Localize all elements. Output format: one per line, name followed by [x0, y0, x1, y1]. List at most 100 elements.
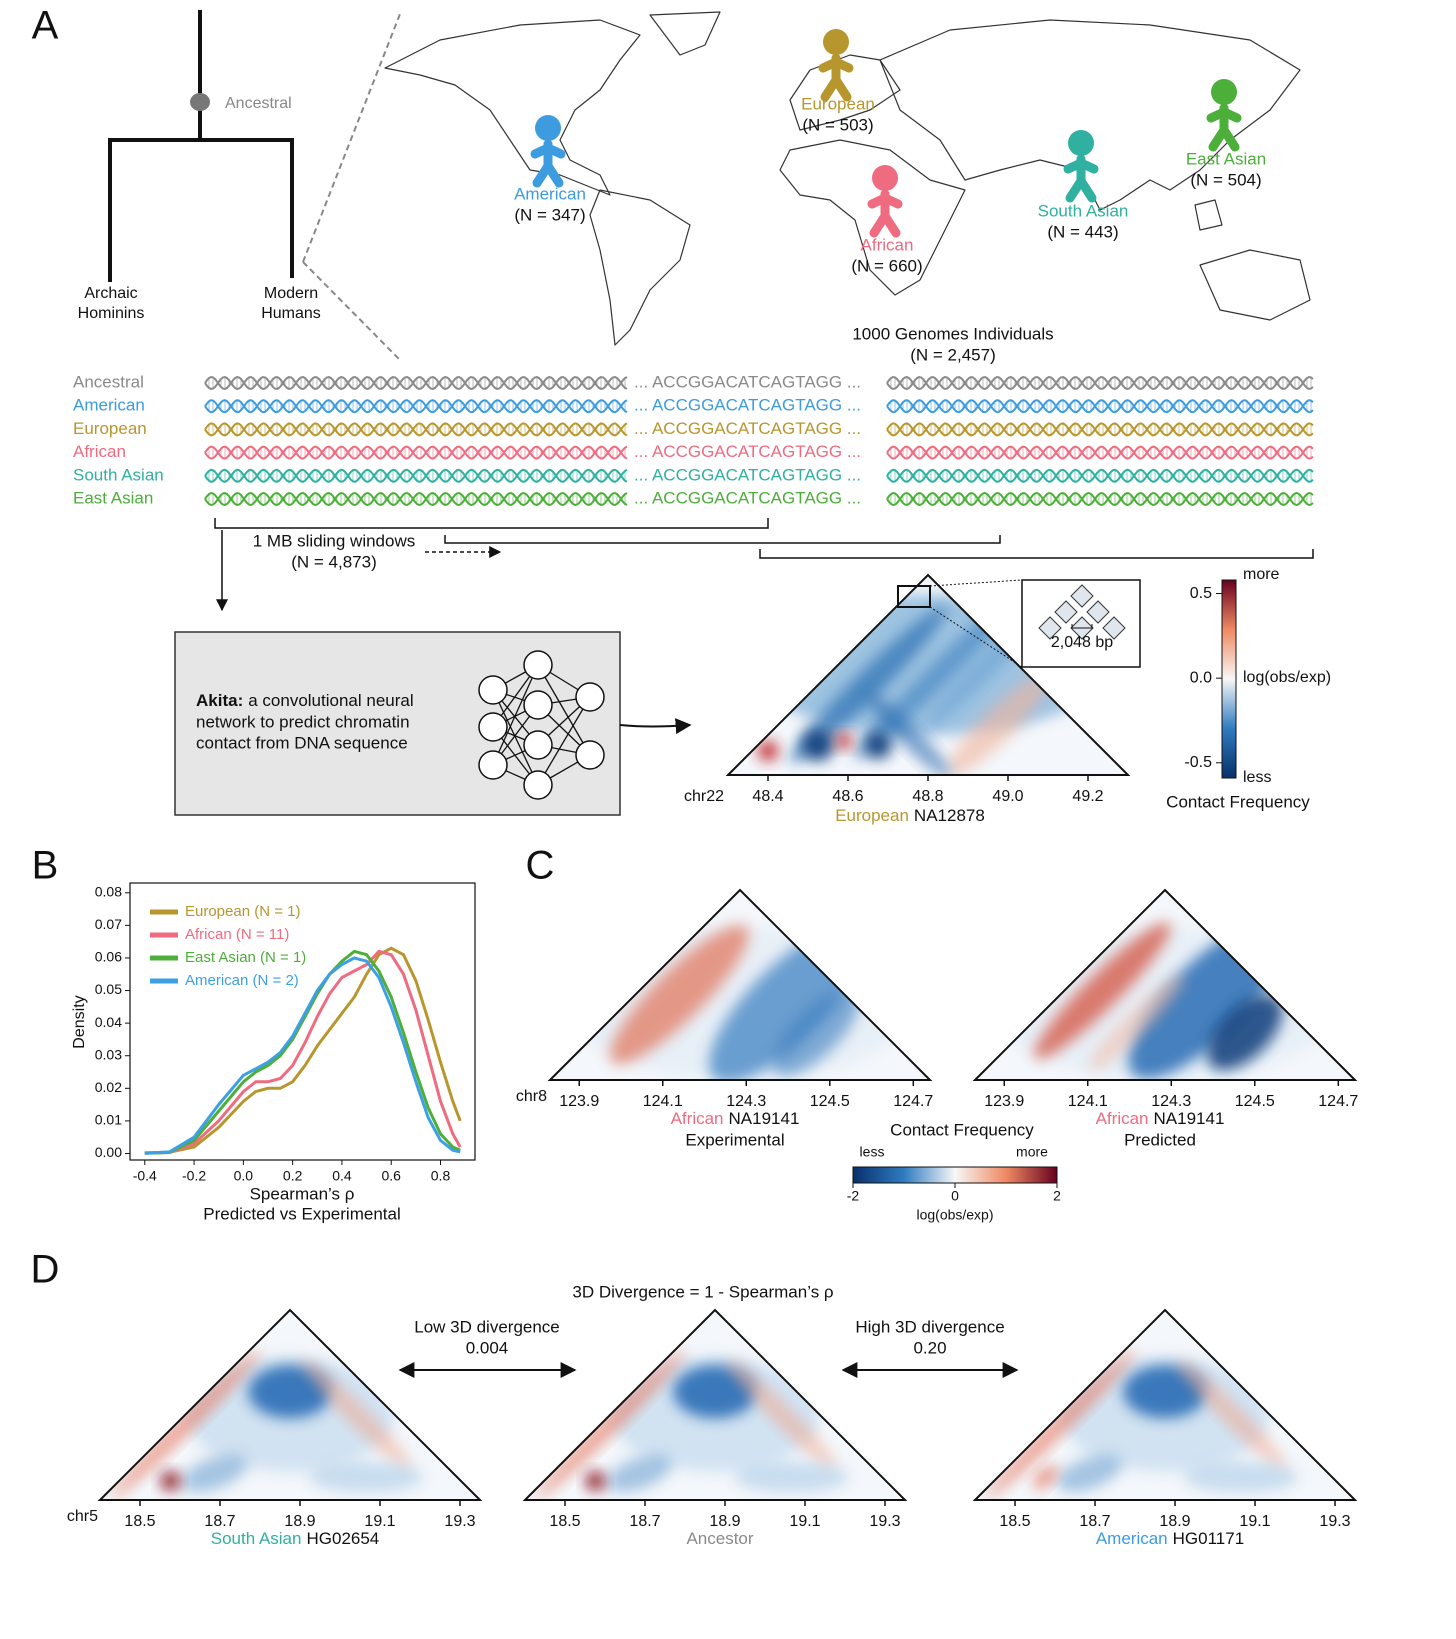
person-body: [1206, 103, 1242, 152]
person-body: [867, 189, 903, 238]
heatmap-pattern: [836, 733, 852, 749]
heatmap-pattern: [309, 1462, 423, 1493]
heatmap-pattern: [1177, 1360, 1286, 1469]
sequence-row-label: African: [73, 442, 126, 461]
map-outline: [649, 11, 721, 56]
person-head: [823, 29, 849, 55]
density-line: [144, 946, 462, 1155]
x-tick-label: 18.5: [124, 1513, 155, 1530]
heatmap-pattern: [609, 925, 749, 1064]
map-outline: [779, 139, 966, 296]
dna-strand: [886, 399, 1314, 414]
x-tick-label: 48.4: [752, 788, 783, 805]
x-axis-label: Predicted vs Experimental: [203, 1204, 400, 1223]
dna-strand: [886, 491, 1314, 507]
colorbar-tick-label: 0.5: [1190, 585, 1212, 602]
heatmap: [975, 890, 1355, 1080]
y-tick-label: 0.08: [95, 883, 122, 899]
x-tick-label: 0.0: [234, 1168, 254, 1184]
x-tick-label: 0.4: [332, 1168, 352, 1184]
heatmap-pattern: [606, 1454, 672, 1492]
legend-label: African (N = 11): [185, 926, 289, 943]
cohort-label: (N = 2,457): [910, 345, 996, 364]
tree-node: [190, 93, 210, 111]
dna-strand: [204, 375, 628, 391]
population-label: African: [861, 235, 914, 254]
x-tick-label: 19.3: [869, 1513, 900, 1530]
panel-label: D: [31, 1248, 60, 1292]
person-head: [1211, 79, 1237, 105]
network-node: [478, 675, 508, 705]
network-node: [478, 750, 508, 780]
x-tick-label: 49.2: [1072, 788, 1103, 805]
legend-label: European (N = 1): [185, 903, 300, 920]
person-icon: [1063, 130, 1099, 203]
dna-sequence: ... ACCGGACATCAGTAGG ...: [634, 465, 861, 484]
panel-label: A: [32, 4, 59, 48]
heatmap: [550, 890, 930, 1080]
heatmap-pattern: [1184, 1462, 1298, 1493]
sequence-row-label: East Asian: [73, 488, 153, 507]
x-tick-label: 0.8: [431, 1168, 451, 1184]
x-tick-label: 18.7: [204, 1513, 235, 1530]
sample-id: NA19141: [729, 1109, 800, 1128]
bin-icon: [1102, 616, 1126, 640]
colorbar-title: Contact Frequency: [1166, 792, 1310, 811]
heatmap-border: [547, 888, 933, 1081]
model-description: network to predict chromatin: [196, 712, 410, 731]
dna-strand: [204, 375, 628, 391]
population-label: South Asian: [1038, 201, 1129, 220]
population-name: European: [835, 806, 909, 825]
heatmap-pattern: [160, 1471, 180, 1491]
person-body: [1063, 154, 1099, 203]
chrom-label: chr22: [684, 788, 724, 805]
colorbar-tick-label: -0.5: [1184, 754, 1212, 771]
tree-leaf-label: Modern: [264, 285, 318, 302]
panel-label: B: [32, 844, 59, 888]
x-tick-label: 0.2: [283, 1168, 303, 1184]
population-count: (N = 347): [514, 205, 585, 224]
population-label: European: [801, 94, 875, 113]
heatmap-caption: American HG01171: [1096, 1529, 1244, 1548]
chrom-label: chr5: [67, 1508, 98, 1525]
x-tick-label: 18.5: [549, 1513, 580, 1530]
window-bracket: [444, 535, 1001, 544]
population-name: Ancestor: [686, 1529, 753, 1548]
x-tick-label: 123.9: [984, 1093, 1024, 1110]
network-node: [523, 690, 553, 720]
heatmap: [525, 1310, 905, 1500]
dna-sequence: ... ACCGGACATCAGTAGG ...: [634, 396, 861, 415]
bin-icon: [1086, 600, 1110, 624]
x-tick-label: 19.3: [1319, 1513, 1350, 1530]
dna-strand: [204, 399, 628, 414]
dna-strand: [204, 491, 628, 507]
panel-label: C: [526, 844, 555, 888]
population-name: African: [1096, 1109, 1149, 1128]
x-tick-label: 18.7: [629, 1513, 660, 1530]
model-name: Akita:: [196, 691, 243, 710]
x-tick-label: 18.9: [284, 1513, 315, 1530]
dna-strand: [886, 468, 1314, 483]
density-line: [144, 949, 462, 1155]
heatmap-pattern: [772, 989, 860, 1076]
heatmap: [100, 1310, 480, 1500]
heatmap-pattern: [585, 1471, 605, 1491]
network-node: [575, 682, 605, 712]
dna-strand: [886, 422, 1314, 437]
heatmap-pattern: [1123, 1365, 1207, 1419]
zoom-line: [929, 579, 1023, 587]
sequence-row-label: American: [73, 396, 145, 415]
bin-icon: [1038, 616, 1062, 640]
zoom-box: [897, 585, 931, 608]
heatmap-pattern: [1056, 1454, 1122, 1492]
x-tick-label: 19.3: [444, 1513, 475, 1530]
x-tick-label: 124.1: [643, 1093, 683, 1110]
window-bracket: [214, 518, 769, 529]
population-count: (N = 660): [851, 256, 922, 275]
tree-leaf-label: Hominins: [78, 305, 145, 322]
network-node: [478, 712, 508, 742]
dna-sequence: ... ACCGGACATCAGTAGG ...: [634, 488, 861, 507]
zoom-line: [302, 13, 401, 263]
heatmap: [975, 1310, 1355, 1500]
